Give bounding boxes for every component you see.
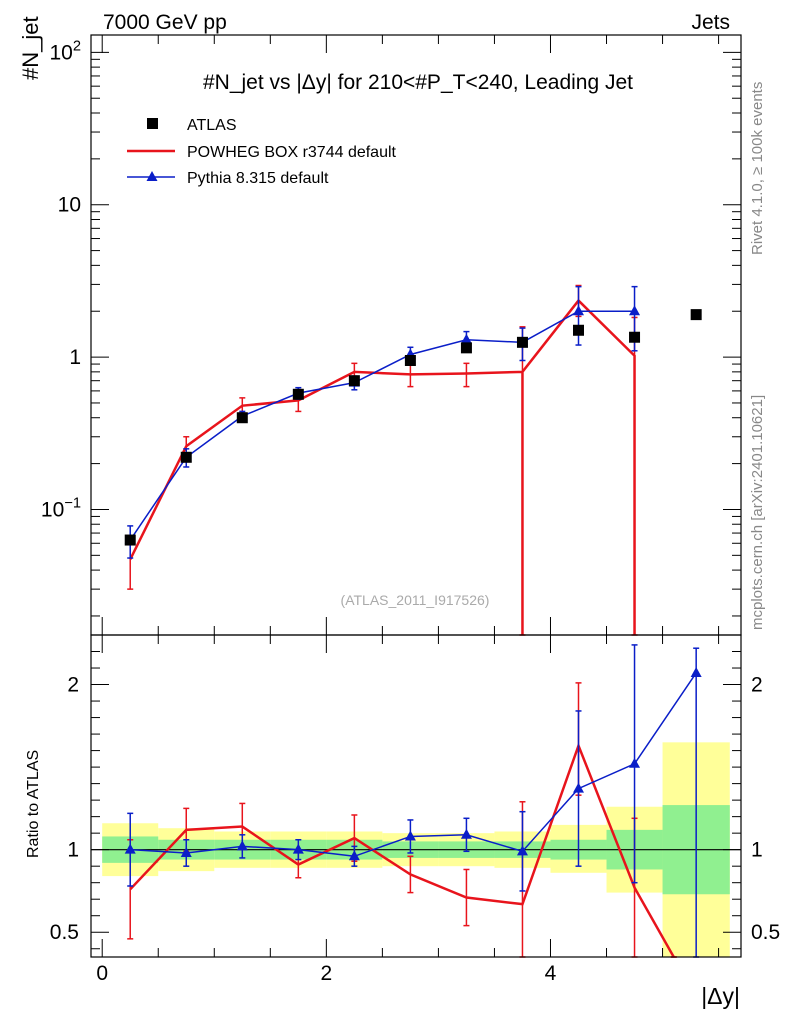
main-series-layer	[124, 284, 702, 636]
atlas-point	[460, 342, 472, 354]
legend-label: ATLAS	[187, 117, 237, 134]
legend-marker-atlas	[147, 118, 158, 129]
powheg-line	[129, 298, 636, 635]
ratio-pythia-point	[404, 830, 416, 841]
legend: ATLAS POWHEG BOX r3744 default Pythia 8.31…	[127, 117, 397, 187]
ratio-pythia-point	[516, 845, 528, 856]
atlas-point	[573, 324, 584, 336]
ratio-panel: 0.5 0.5 1 1 2 2 0 2 4 Ratio to ATLAS |Δy|	[25, 634, 780, 1009]
main-y-axis-label: #N_jet	[18, 16, 43, 80]
pythia-line	[129, 310, 635, 541]
atlas-point	[292, 388, 304, 400]
atlas-point	[348, 375, 360, 387]
x-axis-label: |Δy|	[701, 983, 740, 1009]
legend-label: POWHEG BOX r3744 default	[187, 144, 397, 161]
ratio-powheg-line	[129, 742, 675, 958]
ratio-pythia-point	[180, 846, 192, 857]
y-tick-label: 10−1	[41, 495, 81, 521]
atlas-point	[180, 451, 192, 463]
x-tick-label: 2	[321, 962, 333, 985]
ratio-series-layer	[124, 644, 702, 958]
y-tick-label: 102	[49, 38, 81, 64]
ratio-bands-layer	[91, 742, 741, 957]
ratio-pythia-point	[460, 828, 472, 839]
ratio-y-tick-label-right: 0.5	[751, 921, 780, 944]
plot-title: #N_jet vs |Δy| for 210<#P_T<240, Leading…	[203, 71, 633, 94]
atlas-point	[124, 534, 136, 546]
ratio-pythia-point	[690, 666, 702, 677]
x-tick-label: 4	[545, 962, 557, 985]
ratio-y-axis-label: Ratio to ATLAS	[25, 750, 42, 858]
legend-label: Pythia 8.315 default	[187, 170, 329, 187]
main-panel: 10−1 1 10 102 (ATLAS_2011_I917526) #N_jet A…	[18, 16, 742, 636]
header-left: 7000 GeV pp	[103, 11, 227, 34]
y-tick-label: 10	[58, 194, 81, 217]
ratio-y-tick-label-left: 2	[67, 674, 79, 697]
ratio-y-tick-label-left: 0.5	[50, 921, 79, 944]
atlas-point	[404, 354, 416, 366]
ratio-axes: 0.5 0.5 1 1 2 2 0 2 4	[50, 635, 780, 985]
ratio-pythia-point	[236, 840, 248, 851]
y-tick-label: 1	[69, 346, 81, 369]
atlas-point	[690, 309, 702, 321]
atlas-point	[629, 331, 641, 343]
ratio-y-tick-label-right: 1	[751, 839, 763, 862]
x-tick-label: 0	[96, 962, 108, 985]
ratio-y-tick-label-right: 2	[751, 674, 763, 697]
header-right: Jets	[691, 11, 730, 34]
ratio-pythia-point	[573, 782, 584, 793]
ratio-pythia-point	[629, 757, 641, 768]
legend-marker-pythia	[146, 171, 158, 181]
ratio-frame	[90, 634, 742, 958]
ratio-pythia-point	[292, 843, 304, 854]
pythia-point	[629, 305, 641, 316]
pythia-point	[573, 305, 584, 316]
atlas-point	[236, 412, 248, 424]
ratio-pythia-point	[124, 843, 136, 854]
pythia-point	[460, 333, 472, 344]
ratio-pythia-point	[348, 850, 360, 861]
side-label-bottom: mcplots.cern.ch [arXiv:2401.10621]	[749, 395, 766, 630]
ratio-y-tick-label-left: 1	[67, 839, 79, 862]
side-label-top: Rivet 4.1.0, ≥ 100k events	[749, 82, 766, 255]
watermark: (ATLAS_2011_I917526)	[341, 592, 490, 608]
atlas-point	[516, 336, 528, 348]
main-axes: 10−1 1 10 102	[41, 35, 741, 635]
